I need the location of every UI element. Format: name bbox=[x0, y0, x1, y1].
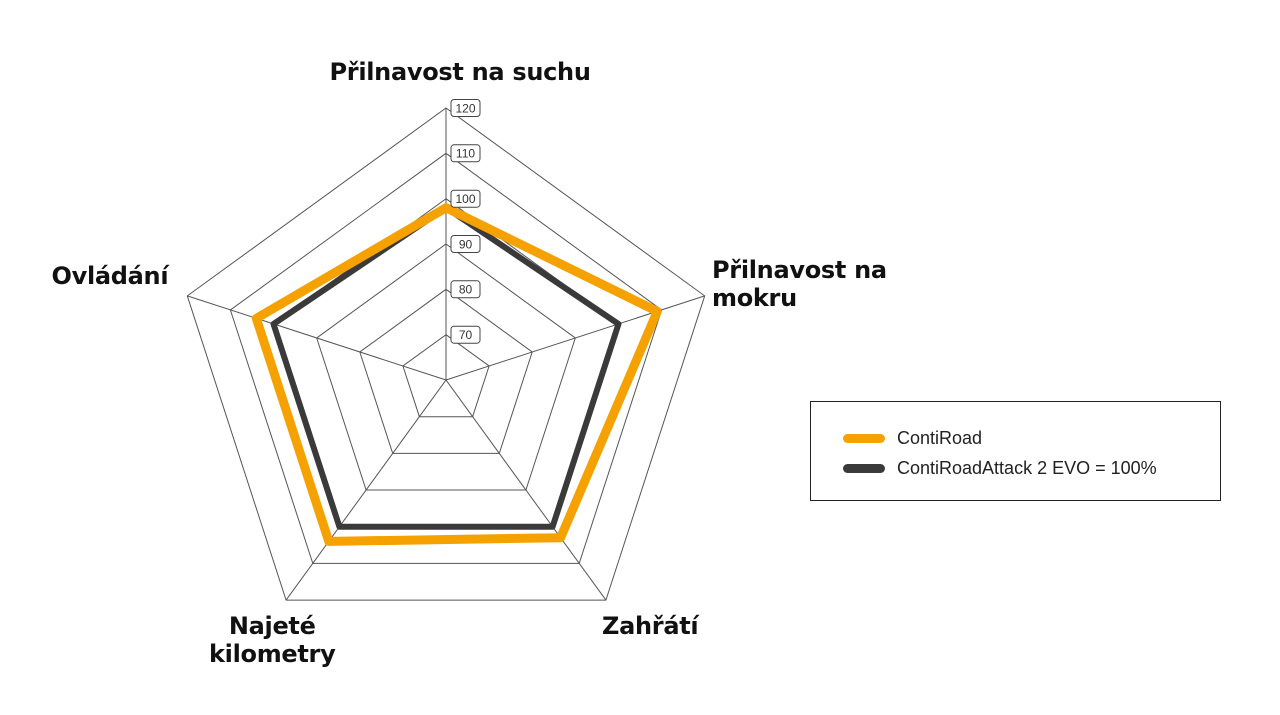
legend-label-contiroadattack: ContiRoadAttack 2 EVO = 100% bbox=[897, 457, 1157, 478]
legend-item-contiroad: ContiRoad bbox=[843, 424, 982, 452]
axis-label-0: Přilnavost na suchu bbox=[330, 58, 591, 86]
svg-text:80: 80 bbox=[459, 283, 473, 297]
axis-label-2-line-0: Zahřátí bbox=[602, 612, 699, 640]
grid-ring-80 bbox=[359, 288, 533, 454]
legend: ContiRoad ContiRoadAttack 2 EVO = 100% bbox=[810, 401, 1221, 501]
axis-label-2: Zahřátí bbox=[602, 612, 699, 640]
legend-item-contiroadattack: ContiRoadAttack 2 EVO = 100% bbox=[843, 454, 1157, 482]
axis-label-1-line-1: mokru bbox=[712, 284, 797, 312]
tick-label-100: 100 bbox=[450, 189, 481, 208]
svg-text:120: 120 bbox=[455, 101, 475, 115]
axis-label-1-line-0: Přilnavost na bbox=[712, 256, 887, 284]
svg-text:70: 70 bbox=[459, 328, 473, 342]
axis-label-1: Přilnavost na mokru bbox=[712, 256, 887, 312]
tick-label-120: 120 bbox=[450, 99, 481, 117]
svg-text:100: 100 bbox=[455, 192, 475, 206]
tick-label-80: 80 bbox=[450, 280, 481, 299]
axis-label-4: Ovládání bbox=[52, 262, 169, 290]
series-0-line bbox=[251, 203, 662, 546]
axis-label-3-line-0: Najeté bbox=[228, 612, 316, 640]
grid-ring-70 bbox=[402, 334, 490, 418]
spoke-4 bbox=[187, 295, 447, 381]
svg-text:110: 110 bbox=[456, 147, 475, 161]
tick-label-90: 90 bbox=[450, 235, 481, 253]
tick-label-110: 110 bbox=[450, 144, 481, 163]
grid-ring-110 bbox=[229, 152, 663, 564]
series-1-line bbox=[270, 204, 622, 530]
axis-label-3-line-1: kilometry bbox=[209, 640, 336, 668]
axis-label-3: Najeté kilometry bbox=[209, 612, 336, 668]
tick-labels: 70 80 90 100 110 120 bbox=[450, 99, 481, 344]
legend-swatch-contiroad bbox=[843, 433, 885, 443]
svg-text:90: 90 bbox=[459, 237, 473, 251]
radar-spokes bbox=[187, 108, 705, 601]
spoke-1 bbox=[445, 295, 705, 381]
axis-label-0-line-0: Přilnavost na suchu bbox=[329, 58, 591, 86]
axis-label-4-line-0: Ovládání bbox=[51, 262, 169, 290]
grid-ring-90 bbox=[316, 243, 576, 491]
legend-label-contiroad: ContiRoad bbox=[897, 427, 983, 448]
spoke-3 bbox=[285, 379, 447, 601]
tick-label-70: 70 bbox=[450, 325, 481, 344]
grid-ring-120 bbox=[186, 107, 706, 601]
legend-swatch-contiroadattack bbox=[843, 463, 885, 473]
spoke-2 bbox=[445, 379, 607, 601]
series-layer bbox=[251, 203, 662, 546]
